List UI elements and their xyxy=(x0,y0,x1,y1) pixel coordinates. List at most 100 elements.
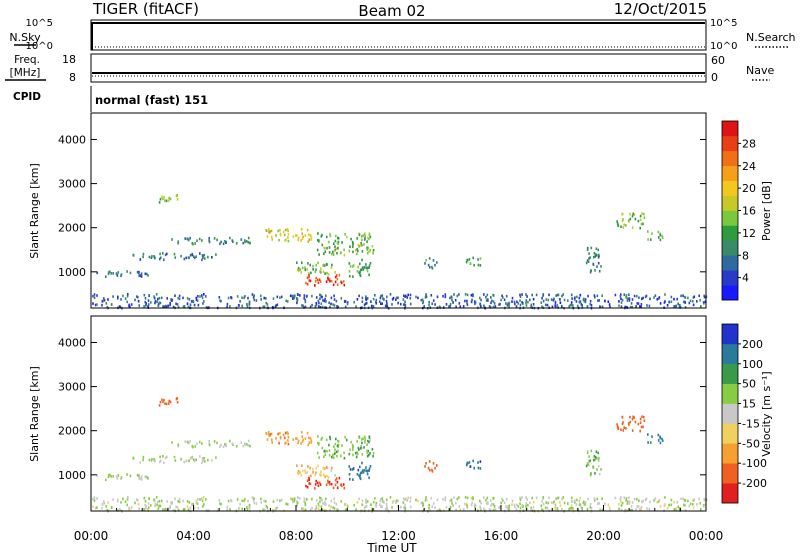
echo-cell xyxy=(262,305,264,309)
echo-cell xyxy=(351,443,354,447)
echo-cell xyxy=(349,274,351,278)
echo-cell xyxy=(364,437,366,441)
echo-cell xyxy=(174,256,177,259)
echo-cell xyxy=(578,296,581,300)
colorbar-cell xyxy=(722,363,738,384)
echo-cell xyxy=(369,235,372,239)
echo-cell xyxy=(620,428,622,431)
echo-cell xyxy=(692,303,695,307)
echo-cell xyxy=(365,469,367,472)
echo-cell xyxy=(516,503,518,507)
echo-cell xyxy=(365,500,367,504)
echo-cell xyxy=(192,299,194,303)
echo-cell xyxy=(130,506,133,509)
echo-cell xyxy=(304,503,307,507)
echo-cell xyxy=(503,298,506,302)
echo-cell xyxy=(622,218,624,221)
echo-cell xyxy=(240,238,243,241)
echo-cell xyxy=(664,300,666,303)
echo-cell xyxy=(337,443,340,447)
echo-cell xyxy=(639,226,641,230)
freq-tick-bottom: 8 xyxy=(69,71,76,84)
echo-cell xyxy=(120,273,123,276)
echo-cell xyxy=(430,497,433,500)
echo-cell xyxy=(191,445,194,448)
echo-cell xyxy=(314,508,317,511)
echo-cell xyxy=(343,456,346,460)
echo-cell xyxy=(339,454,342,458)
echo-cell xyxy=(297,496,299,499)
echo-cell xyxy=(470,503,473,507)
echo-cell xyxy=(159,400,162,404)
echo-cell xyxy=(159,504,162,508)
echo-cell xyxy=(683,300,685,304)
echo-cell xyxy=(238,304,240,307)
colorbar-cell xyxy=(722,135,738,152)
echo-cell xyxy=(355,508,357,511)
echo-cell xyxy=(349,245,351,248)
echo-cell xyxy=(203,503,205,506)
echo-cell xyxy=(641,500,643,504)
echo-cell xyxy=(521,301,523,304)
echo-cell xyxy=(309,263,311,267)
echo-cell xyxy=(314,270,317,274)
echo-cell xyxy=(159,455,161,459)
echo-cell xyxy=(589,256,591,259)
echo-cell xyxy=(278,238,280,242)
echo-cell xyxy=(107,298,109,301)
echo-cell xyxy=(315,499,318,502)
echo-cell xyxy=(368,467,371,470)
echo-cell xyxy=(488,305,491,308)
echo-cell xyxy=(155,496,158,499)
y-tick-label: 2000 xyxy=(58,425,86,438)
echo-cell xyxy=(304,437,307,440)
echo-cell xyxy=(263,508,266,512)
echo-cell xyxy=(326,271,328,275)
echo-cell xyxy=(386,302,388,305)
echo-cell xyxy=(425,462,427,465)
echo-cell xyxy=(304,300,307,304)
echo-cell xyxy=(108,271,110,274)
echo-cell xyxy=(375,505,378,508)
echo-cell xyxy=(318,442,320,445)
echo-cell xyxy=(372,452,375,455)
echo-cell xyxy=(301,237,304,240)
echo-cell xyxy=(436,295,439,299)
echo-cell xyxy=(385,299,388,303)
echo-cell xyxy=(620,293,622,296)
echo-cell xyxy=(156,503,158,507)
echo-cell xyxy=(692,499,695,502)
echo-cell xyxy=(427,466,430,470)
echo-cell xyxy=(343,502,346,506)
echo-cell xyxy=(204,460,206,463)
echo-cell xyxy=(319,496,321,500)
echo-cell xyxy=(492,508,495,512)
echo-cell xyxy=(93,496,96,499)
echo-cell xyxy=(105,478,107,482)
echo-cell xyxy=(361,503,364,506)
echo-cell xyxy=(596,294,599,298)
echo-cell xyxy=(244,295,246,298)
echo-cell xyxy=(216,441,218,445)
echo-cell xyxy=(357,468,360,472)
echo-cell xyxy=(316,278,319,282)
echo-cell xyxy=(201,254,204,257)
echo-cell xyxy=(501,294,503,298)
colorbar-cell xyxy=(722,483,738,504)
echo-cell xyxy=(570,301,573,304)
echo-cell xyxy=(450,295,453,298)
echo-cell xyxy=(576,304,579,308)
echo-cell xyxy=(618,304,620,308)
echo-cell xyxy=(506,507,509,510)
echo-cell xyxy=(403,506,405,509)
echo-cell xyxy=(625,497,628,500)
echo-cell xyxy=(334,280,337,284)
echo-cell xyxy=(308,238,311,241)
echo-cell xyxy=(230,296,232,299)
echo-cell xyxy=(336,450,338,454)
echo-cell xyxy=(395,499,398,503)
echo-cell xyxy=(356,440,358,443)
echo-cell xyxy=(96,271,98,275)
echo-cell xyxy=(617,427,620,431)
